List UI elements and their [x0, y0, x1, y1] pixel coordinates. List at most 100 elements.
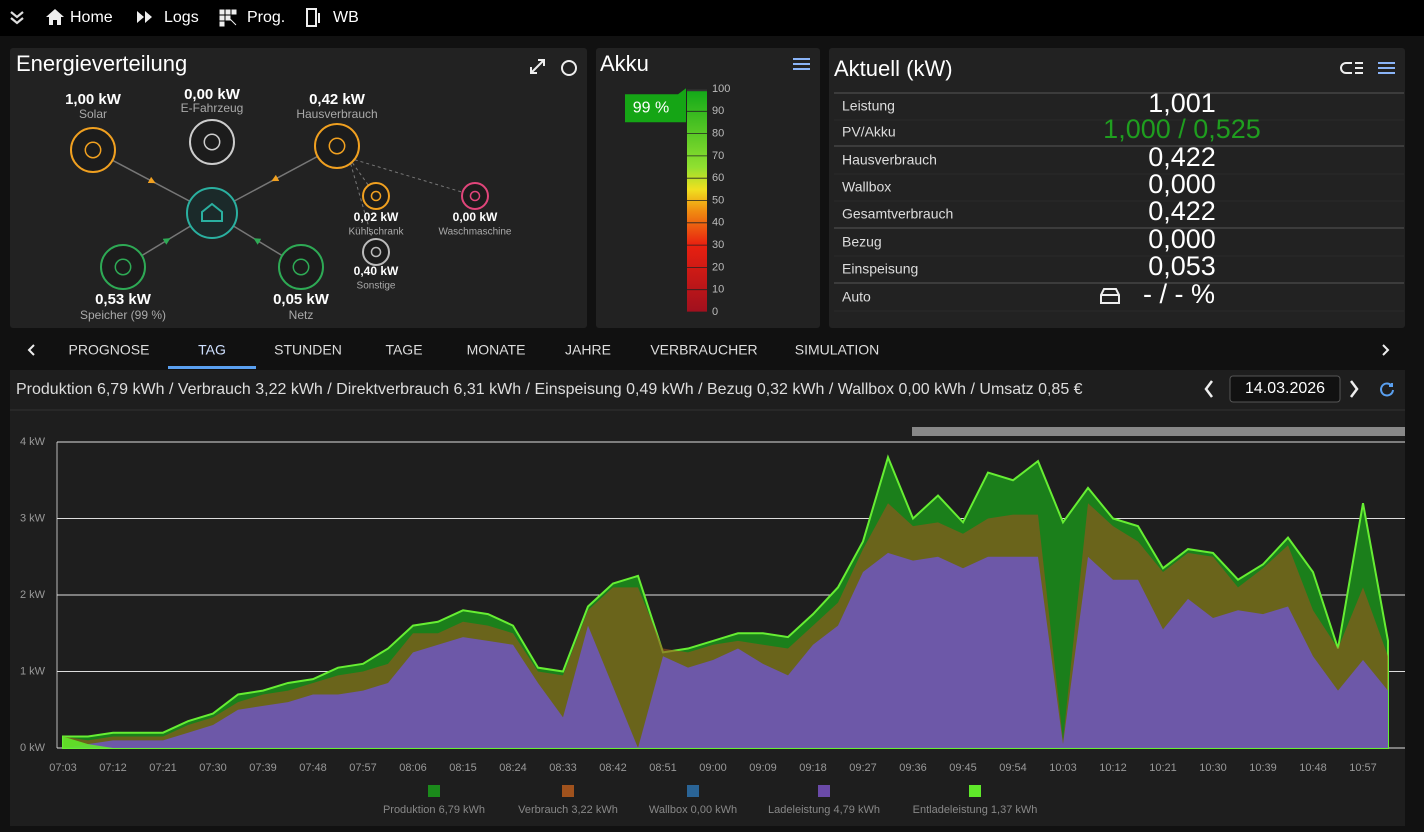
summary: Produktion 6,79 kWh / Verbrauch 3,22 kWh…	[16, 381, 1083, 398]
node-value: 0,40 kW	[354, 264, 399, 278]
row-label: Einspeisung	[842, 261, 918, 277]
node-icon	[370, 246, 382, 258]
tab[interactable]: SIMULATION	[795, 342, 880, 358]
tab[interactable]: STUNDEN	[274, 342, 342, 358]
node-label: Solar	[79, 107, 107, 121]
house-node	[186, 187, 238, 239]
series-area	[63, 552, 1388, 748]
energy-node	[461, 182, 489, 210]
legend-swatch[interactable]	[428, 785, 440, 797]
node-icon	[84, 141, 102, 159]
node-label: Sonstige	[357, 281, 396, 292]
y-tick-label: 3 kW	[20, 512, 46, 524]
x-tick-label: 07:21	[149, 762, 177, 774]
akku-menu[interactable]	[793, 58, 810, 70]
list-icon[interactable]	[1340, 62, 1363, 74]
flow-arrow	[123, 238, 171, 267]
nav-item[interactable]: Home	[70, 9, 113, 26]
row-label: PV/Akku	[842, 124, 896, 140]
scrollbar[interactable]	[912, 427, 1405, 436]
legend-label[interactable]: Entladeleistung 1,37 kWh	[913, 804, 1038, 816]
node-label: Netz	[289, 308, 314, 322]
logs-icon[interactable]	[137, 11, 152, 23]
car-icon	[1100, 288, 1120, 304]
x-tick-label: 09:36	[899, 762, 927, 774]
y-tick-label: 4 kW	[20, 436, 46, 448]
x-tick-label: 09:27	[849, 762, 877, 774]
tabs-prev[interactable]	[27, 344, 35, 356]
x-tick-label: 09:18	[799, 762, 827, 774]
node-value: 0,42 kW	[309, 91, 366, 108]
akku-scale-label: 100	[712, 83, 730, 95]
node-value: 1,00 kW	[65, 91, 122, 108]
flow-line	[348, 157, 377, 253]
wb-icon[interactable]	[306, 8, 320, 27]
x-tick-label: 10:21	[1149, 762, 1177, 774]
x-tick-label: 10:12	[1099, 762, 1127, 774]
aktuell-menu[interactable]	[1378, 62, 1395, 74]
legend-label[interactable]: Verbrauch 3,22 kWh	[518, 804, 618, 816]
row-label: Gesamtverbrauch	[842, 206, 953, 222]
expand-icon[interactable]	[530, 59, 545, 74]
gauge-icon[interactable]	[561, 60, 577, 76]
date-prev[interactable]	[1204, 380, 1213, 398]
y-tick-label: 0 kW	[20, 742, 46, 754]
node-icon	[114, 258, 132, 276]
legend-swatch[interactable]	[562, 785, 574, 797]
row-label: Leistung	[842, 98, 895, 114]
tab[interactable]: PROGNOSE	[69, 342, 150, 358]
x-tick-label: 08:15	[449, 762, 477, 774]
legend-label[interactable]: Ladeleistung 4,79 kWh	[768, 804, 880, 816]
panel-akku	[596, 48, 820, 328]
energy-node	[70, 127, 116, 173]
date-input[interactable]	[1229, 375, 1341, 403]
energy-node	[314, 123, 360, 169]
y-tick-label: 2 kW	[20, 589, 46, 601]
tab[interactable]: TAG	[198, 342, 226, 358]
nav-item[interactable]: Prog.	[247, 9, 285, 26]
prog-icon[interactable]	[219, 9, 237, 27]
tab[interactable]: MONATE	[467, 342, 526, 358]
tab[interactable]: TAGE	[385, 342, 422, 358]
menu-toggle[interactable]	[10, 11, 24, 25]
energy-node	[100, 244, 146, 290]
akku-level	[687, 91, 707, 312]
x-tick-label: 09:09	[749, 762, 777, 774]
x-tick-label: 08:33	[549, 762, 577, 774]
legend-swatch[interactable]	[687, 785, 699, 797]
row-value: 0,000	[1148, 169, 1216, 199]
x-tick-label: 08:51	[649, 762, 677, 774]
energy-node	[278, 244, 324, 290]
flow-line	[348, 157, 476, 197]
refresh-icon[interactable]	[1380, 382, 1394, 397]
akku-scale-label: 20	[712, 261, 724, 273]
date-next[interactable]	[1350, 380, 1359, 398]
legend-label[interactable]: Produktion 6,79 kWh	[383, 804, 485, 816]
legend-swatch[interactable]	[818, 785, 830, 797]
node-value: 0,00 kW	[184, 86, 241, 103]
tab[interactable]: VERBRAUCHER	[650, 342, 757, 358]
nav-item[interactable]: WB	[333, 9, 359, 26]
tab[interactable]: JAHRE	[565, 342, 611, 358]
row-value: 0,053	[1148, 251, 1216, 281]
nav-item[interactable]: Logs	[164, 9, 199, 26]
x-tick-label: 09:54	[999, 762, 1027, 774]
akku-title: Akku	[600, 51, 649, 76]
tabs-next[interactable]	[1382, 344, 1390, 356]
node-label: Hausverbrauch	[296, 107, 377, 121]
node-icon	[370, 190, 382, 202]
home-icon[interactable]	[46, 9, 64, 25]
node-icon	[469, 190, 481, 202]
akku-scale-label: 40	[712, 217, 724, 229]
x-tick-label: 10:30	[1199, 762, 1227, 774]
date[interactable]: 14.03.2026	[1245, 380, 1325, 397]
legend-label[interactable]: Wallbox 0,00 kWh	[649, 804, 737, 816]
row-label: Auto	[842, 289, 871, 305]
node-label: Speicher (99 %)	[80, 308, 166, 322]
row-value: 0,422	[1148, 196, 1216, 226]
energy-node	[189, 119, 235, 165]
legend-swatch[interactable]	[969, 785, 981, 797]
node-label: Waschmaschine	[439, 227, 512, 238]
